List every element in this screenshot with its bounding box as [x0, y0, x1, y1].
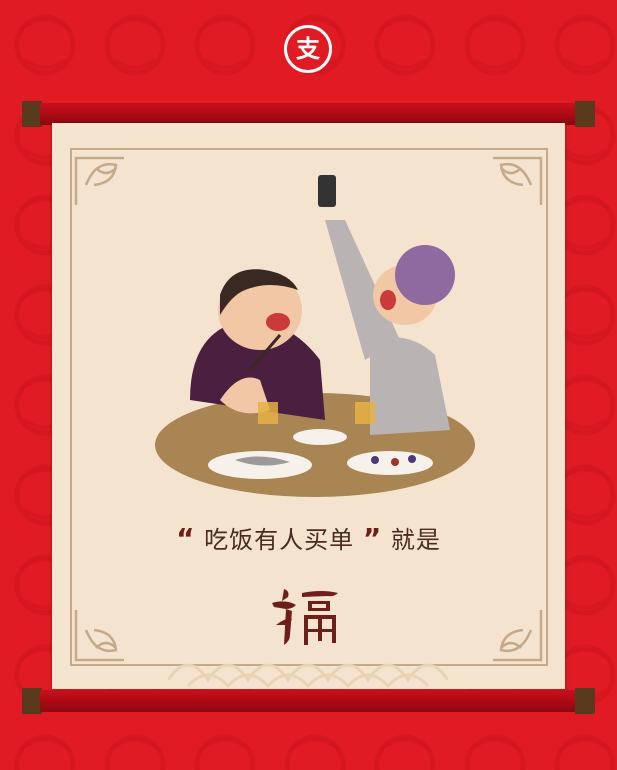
rod-cap-right [575, 101, 595, 127]
rod-cap-left [22, 688, 42, 714]
scroll-bottom-rod [22, 688, 595, 714]
rod-cap-right [575, 688, 595, 714]
alipay-logo-icon: 支 [284, 25, 332, 73]
rod-bar [40, 103, 577, 125]
logo-glyph: 支 [296, 35, 320, 63]
open-quote: “ [176, 522, 196, 555]
caption: “ 吃饭有人买单 ” 就是 [0, 520, 617, 555]
caption-text: 吃饭有人买单 [204, 526, 355, 554]
scroll-top-rod [22, 101, 595, 127]
close-quote: ” [362, 522, 383, 555]
rod-cap-left [22, 101, 42, 127]
cloud-wave-ornament [168, 663, 448, 688]
dining-illustration [155, 175, 475, 497]
rod-bar [40, 690, 577, 712]
caption-suffix: 就是 [390, 526, 441, 554]
fu-calligraphy [272, 589, 338, 645]
